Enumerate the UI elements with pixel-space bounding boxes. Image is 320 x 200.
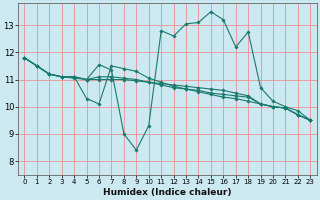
X-axis label: Humidex (Indice chaleur): Humidex (Indice chaleur) xyxy=(103,188,232,197)
